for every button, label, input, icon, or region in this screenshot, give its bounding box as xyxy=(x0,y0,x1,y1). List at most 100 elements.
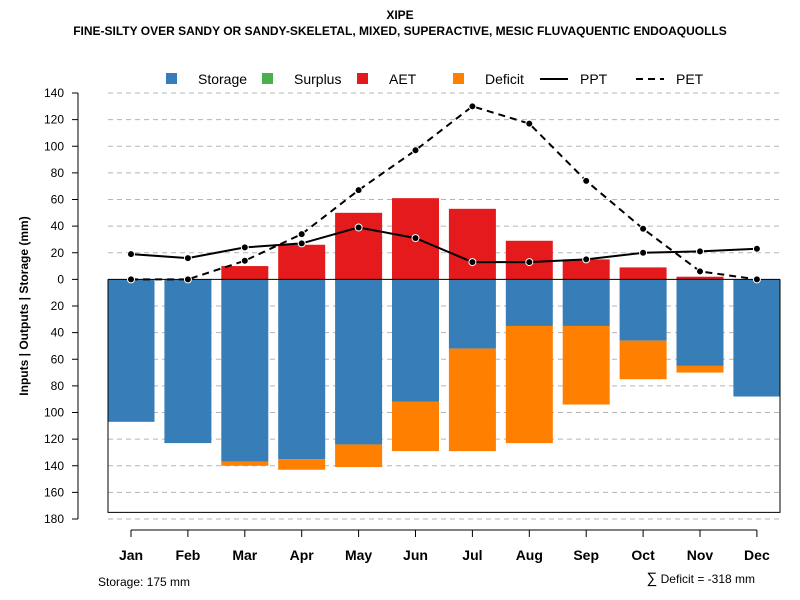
y-tick-label: 60 xyxy=(51,193,65,207)
y-tick-label: 20 xyxy=(51,299,65,313)
legend-swatch xyxy=(453,73,464,84)
x-tick-label: Jan xyxy=(119,547,143,563)
ppt-point xyxy=(354,223,363,232)
pet-point xyxy=(696,267,704,276)
ppt-point xyxy=(525,258,534,267)
y-tick-label: 40 xyxy=(51,326,65,340)
ppt-point xyxy=(127,250,135,259)
storage-bar xyxy=(392,279,439,402)
pet-point xyxy=(752,275,761,284)
deficit-bar xyxy=(619,340,667,380)
legend-label: PET xyxy=(676,71,704,87)
deficit-bar xyxy=(562,325,610,405)
ppt-point xyxy=(468,258,477,267)
deficit-total: Deficit = -318 mm xyxy=(660,572,755,586)
y-tick-label: 140 xyxy=(44,459,64,473)
ppt-point xyxy=(297,239,306,248)
x-tick-label: Dec xyxy=(744,547,770,563)
chart-subtitle: FINE-SILTY OVER SANDY OR SANDY-SKELETAL,… xyxy=(73,24,727,38)
pet-point xyxy=(525,119,534,128)
storage-bar xyxy=(676,279,724,366)
y-tick-label: 40 xyxy=(51,219,65,233)
pet-point xyxy=(354,186,363,195)
y-axis-label: Inputs | Outputs | Storage (mm) xyxy=(17,216,31,395)
y-tick-label: 100 xyxy=(44,139,64,153)
storage-footer: Storage: 175 mm xyxy=(98,575,191,589)
ppt-point xyxy=(582,255,591,264)
aet-bar xyxy=(562,259,610,280)
ppt-point xyxy=(183,254,192,263)
aet-bar xyxy=(278,244,326,280)
pet-point xyxy=(240,256,249,265)
deficit-bar xyxy=(676,365,724,373)
storage-bar xyxy=(335,279,383,445)
y-tick-label: 100 xyxy=(44,406,64,420)
ppt-point xyxy=(411,234,420,243)
ppt-point xyxy=(696,247,704,256)
deficit-footer: ∑ Deficit = -318 mm xyxy=(647,570,755,587)
legend-swatch xyxy=(262,73,273,84)
x-tick-label: Nov xyxy=(687,547,714,563)
pet-point xyxy=(297,230,306,239)
y-tick-label: 120 xyxy=(44,432,64,446)
pet-point xyxy=(411,146,420,155)
deficit-bar xyxy=(505,325,553,444)
deficit-bar xyxy=(221,461,269,466)
x-tick-label: May xyxy=(345,547,372,563)
y-tick-label: 0 xyxy=(57,272,64,286)
storage-capacity-box xyxy=(107,279,781,513)
storage-bar xyxy=(107,279,155,422)
legend-label: PPT xyxy=(580,71,608,87)
y-tick-label: 140 xyxy=(44,86,64,100)
y-tick-label: 120 xyxy=(44,113,64,127)
legend-label: AET xyxy=(389,71,417,87)
aet-bar xyxy=(221,266,269,280)
storage-bar xyxy=(562,279,610,326)
x-tick-label: Feb xyxy=(175,547,200,563)
sum-symbol: ∑ xyxy=(646,570,658,587)
x-tick-label: Sep xyxy=(573,547,599,563)
storage-bar xyxy=(733,279,781,397)
x-tick-label: Jul xyxy=(462,547,482,563)
x-tick-label: Aug xyxy=(516,547,543,563)
deficit-bar xyxy=(448,348,496,452)
storage-bar xyxy=(278,279,326,460)
pet-point xyxy=(582,176,591,185)
x-tick-label: Mar xyxy=(232,547,257,563)
pet-line xyxy=(131,105,758,281)
pet-point xyxy=(639,224,648,233)
ppt-point xyxy=(752,244,761,253)
ppt-point xyxy=(639,248,648,257)
storage-bar xyxy=(164,279,212,444)
pet-point xyxy=(127,275,135,284)
legend-swatch xyxy=(166,73,177,84)
aet-bar xyxy=(676,276,724,280)
legend-swatch xyxy=(357,73,368,84)
ppt-line xyxy=(130,226,757,264)
deficit-bar xyxy=(278,459,326,470)
pet-point xyxy=(183,275,192,284)
deficit-bar xyxy=(392,401,439,452)
y-tick-label: 80 xyxy=(51,166,65,180)
ppt-point xyxy=(240,243,249,252)
x-tick-label: Oct xyxy=(631,547,655,563)
deficit-bar xyxy=(335,444,383,468)
storage-bar xyxy=(505,279,553,326)
aet-bar xyxy=(619,267,667,280)
legend-label: Surplus xyxy=(294,71,341,87)
y-tick-label: 80 xyxy=(51,379,65,393)
legend-label: Storage xyxy=(198,71,247,87)
pet-point xyxy=(468,102,477,111)
y-tick-label: 20 xyxy=(51,246,65,260)
storage-bar xyxy=(448,279,496,349)
x-tick-label: Jun xyxy=(403,547,428,563)
chart-title: XIPE xyxy=(386,8,414,22)
legend-label: Deficit xyxy=(485,71,524,87)
y-tick-label: 180 xyxy=(44,512,64,526)
aet-bar xyxy=(448,208,496,280)
storage-bar xyxy=(619,279,667,341)
x-tick-label: Apr xyxy=(290,547,315,563)
y-tick-label: 160 xyxy=(44,485,64,499)
y-tick-label: 60 xyxy=(51,352,65,366)
